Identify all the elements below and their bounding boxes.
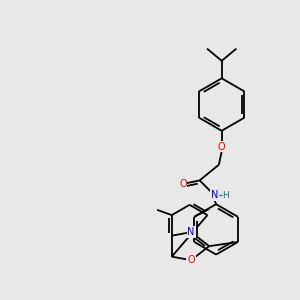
Text: N: N [187,227,195,237]
Text: H: H [222,190,229,200]
Text: O: O [179,179,187,189]
Text: O: O [187,255,195,265]
Text: N: N [211,190,218,200]
Text: O: O [218,142,226,152]
